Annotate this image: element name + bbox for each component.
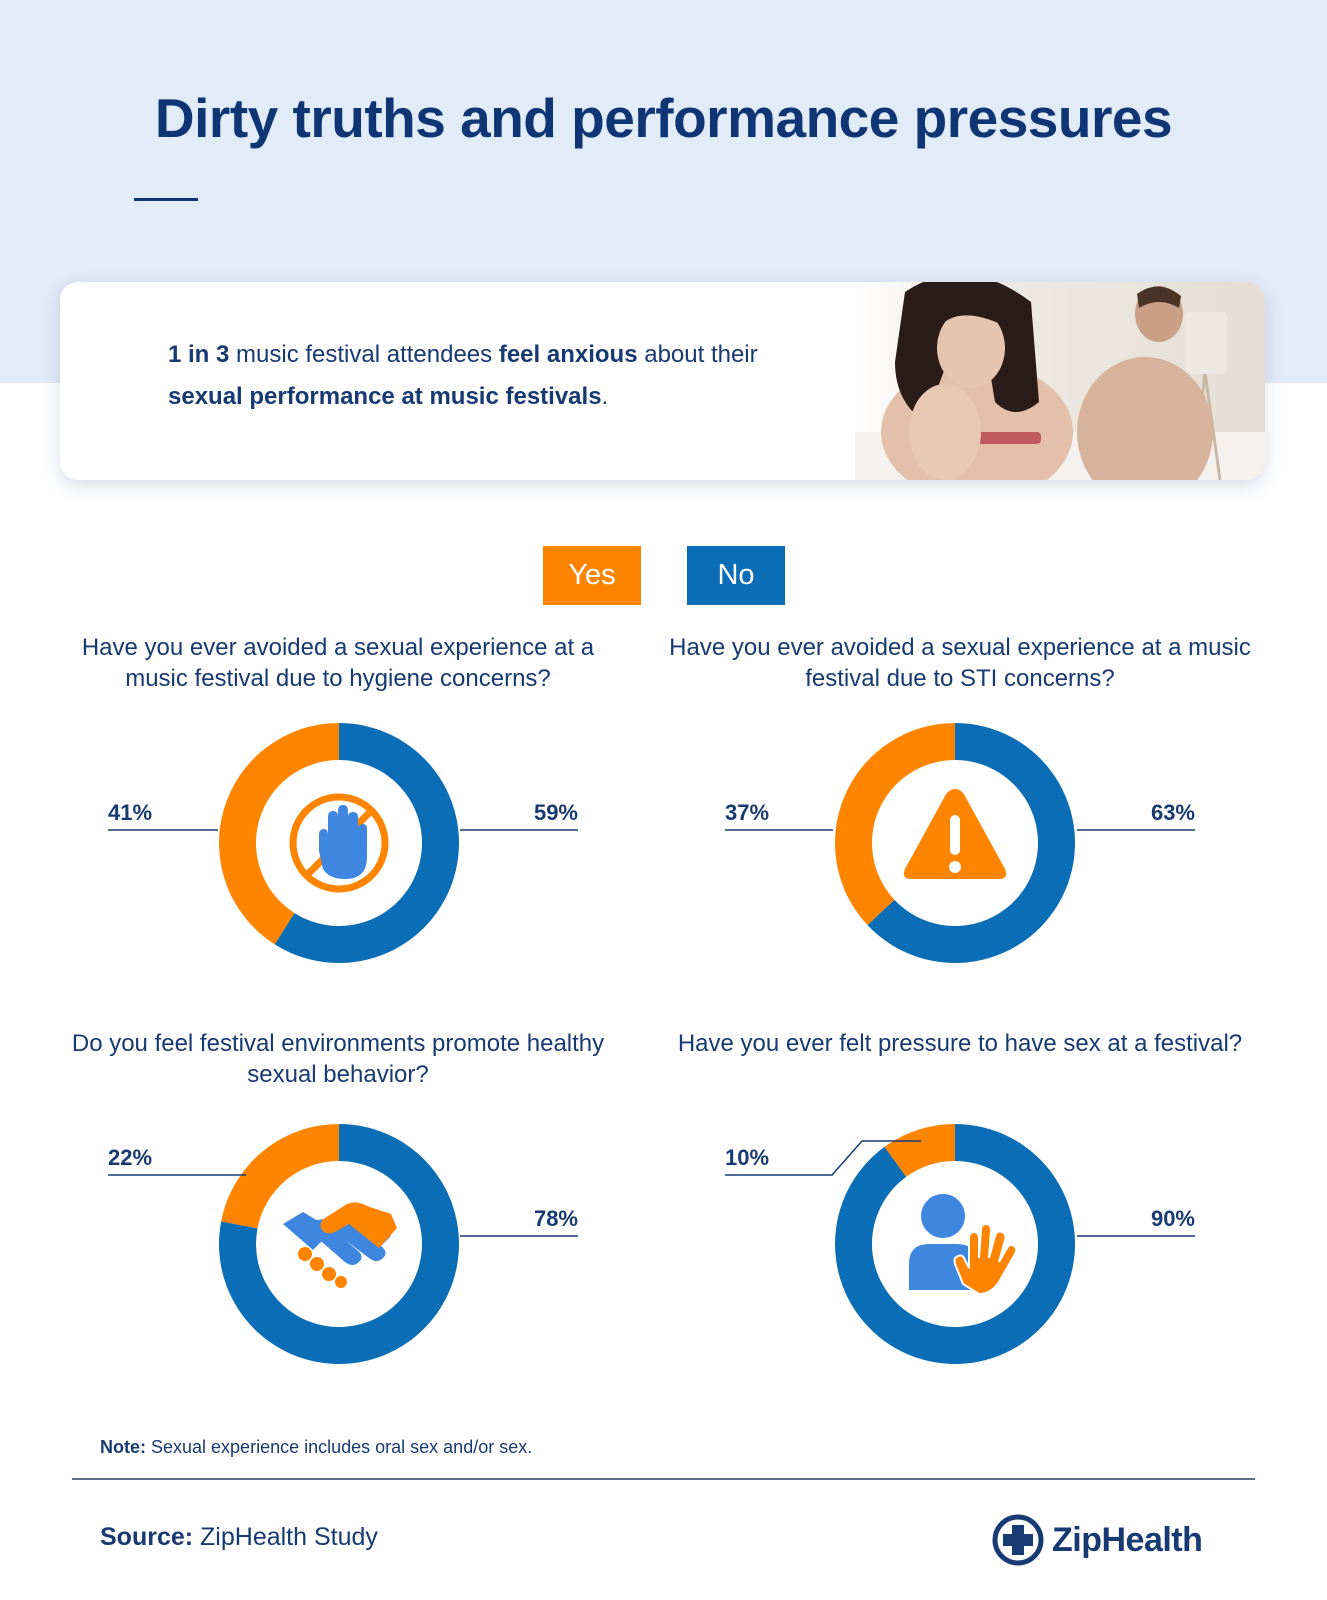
chart-question: Have you ever avoided a sexual experienc… [669,634,1251,692]
yes-slice [884,1123,955,1177]
donut-chart-pressure: 10% 90% [725,1123,1195,1364]
chart-question: Have you ever felt pressure to have sex … [677,1030,1243,1057]
highlight-stat: 1 in 3 [168,341,230,368]
source-label: Source: [100,1523,194,1551]
highlight-text-b: about their [637,341,758,368]
yes-slice [221,1124,339,1229]
footnote: Note: Sexual experience includes oral se… [100,1437,532,1458]
source-text: ZipHealth Study [193,1523,378,1551]
no-percent-label: 63% [1151,800,1195,825]
no-percent-label: 90% [1151,1206,1195,1231]
yes-percent-label: 41% [108,800,152,825]
no-percent-label: 78% [534,1206,578,1231]
note-label: Note: [100,1437,146,1457]
no-percent-label: 59% [534,800,578,825]
no-slice [835,1124,1076,1364]
legend-yes: Yes [543,546,641,605]
page-title: Dirty truths and performance pressures [154,87,1173,149]
no-slice [274,723,460,963]
highlight-text-a: music festival attendees [229,341,499,368]
legend-no: No [687,546,785,605]
yes-percent-label: 37% [725,800,769,825]
title-underline [134,198,198,201]
footer-divider [72,1478,1255,1480]
handshake-icon [283,1202,397,1288]
highlight-emphasis-b: sexual performance at music festivals [168,383,602,410]
plus-cross-icon [992,1514,1044,1566]
brand-name: ZipHealth [1052,1520,1203,1559]
yes-leader-line [725,1140,922,1176]
donut-chart-hygiene: 41% 59% [108,723,578,963]
donut-chart-sti: 37% 63% [725,723,1195,963]
yes-slice [834,723,955,926]
person-hand-icon [909,1194,1018,1296]
couple-photo [855,282,1265,480]
no-touch-hand-icon [289,793,389,893]
yes-percent-label: 22% [108,1145,152,1170]
yes-percent-label: 10% [725,1145,769,1170]
highlight-emphasis-a: feel anxious [498,341,638,368]
chart-question: Do you feel festival environments promot… [71,1030,605,1088]
no-slice [219,1124,460,1364]
highlight-text-c: . [601,383,609,410]
donut-chart-environment: 22% 78% [108,1124,578,1364]
no-slice [867,723,1075,963]
ziphealth-logo: ZipHealth [992,1512,1203,1568]
chart-question: Have you ever avoided a sexual experienc… [81,634,595,692]
highlight-card: 1 in 3 music festival attendees feel anx… [60,282,1265,480]
warning-icon [903,789,1007,879]
source-line: Source: ZipHealth Study [100,1523,378,1552]
note-text: Sexual experience includes oral sex and/… [146,1437,533,1457]
highlight-text: 1 in 3 music festival attendees feel anx… [168,334,808,418]
yes-slice [219,723,339,945]
